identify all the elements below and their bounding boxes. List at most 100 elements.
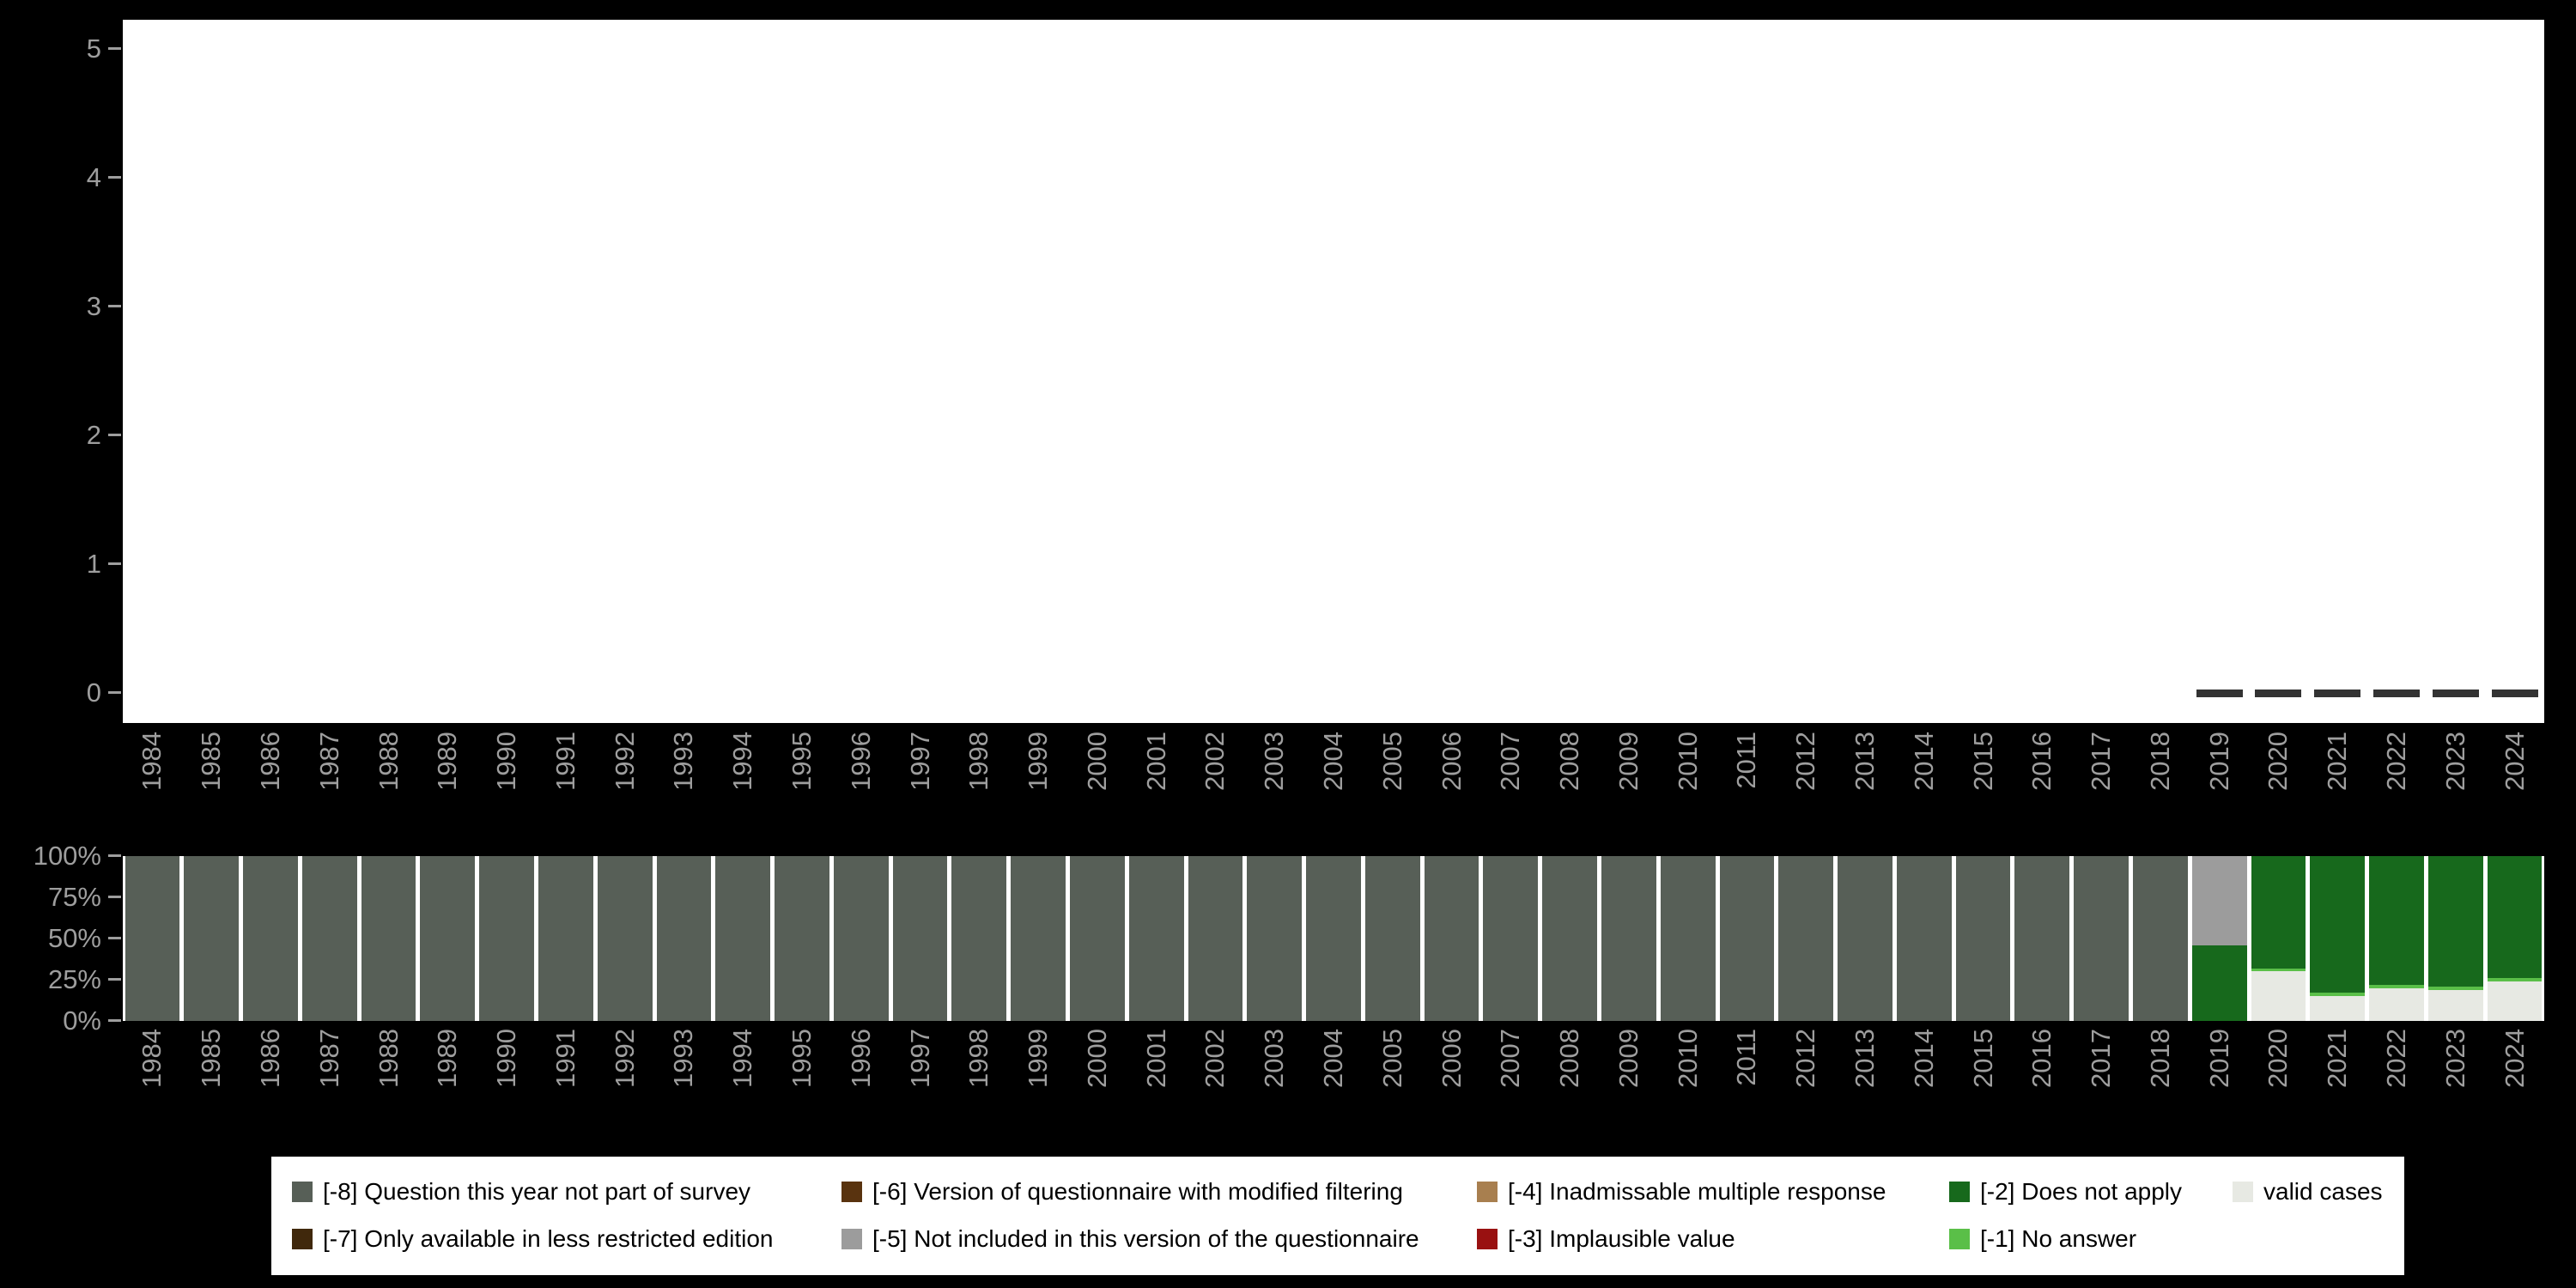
x-tick-label: 2024 xyxy=(2499,732,2530,791)
x-tick-label: 1988 xyxy=(373,1029,404,1088)
bar-segment xyxy=(1542,856,1597,1021)
x-tick-label: 1998 xyxy=(963,1029,994,1088)
legend-item--6: [-6] Version of questionnaire with modif… xyxy=(841,1178,1477,1206)
x-tick-label: 1998 xyxy=(963,732,994,791)
x-tick-label: 2021 xyxy=(2322,732,2353,791)
stacked-bar xyxy=(1542,856,1597,1021)
bar-segment xyxy=(715,856,771,1021)
x-tick-label: 1987 xyxy=(313,1029,344,1088)
stacked-bar xyxy=(1778,856,1834,1021)
y-tick-label: 50% xyxy=(47,923,101,953)
x-tick-label: 2010 xyxy=(1672,1029,1703,1088)
y-tick-mark xyxy=(108,896,121,898)
bar-segment xyxy=(1247,856,1303,1021)
bar-segment xyxy=(1896,856,1952,1021)
x-tick-label: 2008 xyxy=(1554,732,1585,791)
bar-segment xyxy=(184,856,240,1021)
bar-segment xyxy=(2369,987,2424,1021)
y-tick-mark xyxy=(108,1019,121,1022)
stacked-bar xyxy=(2074,856,2129,1021)
bar-segment xyxy=(1128,856,1184,1021)
stacked-bar xyxy=(1601,856,1656,1021)
x-tick-label: 2010 xyxy=(1672,732,1703,791)
bar-segment xyxy=(2310,996,2366,1021)
legend: [-8] Question this year not part of surv… xyxy=(271,1157,2404,1275)
mean-value-dash xyxy=(2314,689,2361,697)
x-tick-label: 2013 xyxy=(1850,732,1880,791)
bar-segment xyxy=(951,856,1007,1021)
y-tick-mark xyxy=(108,978,121,981)
x-tick-label: 2006 xyxy=(1436,732,1467,791)
bar-segment xyxy=(301,856,357,1021)
stacked-bar xyxy=(2427,856,2483,1021)
stacked-bar xyxy=(1188,856,1243,1021)
x-tick-label: 1994 xyxy=(727,1029,758,1088)
x-tick-label: 1995 xyxy=(786,732,817,791)
x-tick-label: 2006 xyxy=(1436,1029,1467,1088)
x-tick-label: 2023 xyxy=(2439,1029,2470,1088)
x-tick-label: 2015 xyxy=(1967,732,1998,791)
x-tick-label: 2002 xyxy=(1200,732,1230,791)
x-tick-label: 2016 xyxy=(2026,732,2057,791)
bar-segment xyxy=(2251,971,2306,1021)
bar-segment xyxy=(538,856,593,1021)
bar-segment xyxy=(1424,856,1479,1021)
stacked-bar xyxy=(184,856,240,1021)
mean-value-dash xyxy=(2196,689,2243,697)
y-tick-label: 75% xyxy=(47,882,101,912)
x-tick-label: 2004 xyxy=(1318,732,1348,791)
y-tick-mark xyxy=(108,937,121,939)
bar-segment xyxy=(597,856,653,1021)
bar-segment xyxy=(1011,856,1066,1021)
bar-segment xyxy=(1778,856,1834,1021)
bar-segment xyxy=(1483,856,1539,1021)
x-tick-label: 1984 xyxy=(137,732,167,791)
legend-item--4: [-4] Inadmissable multiple response xyxy=(1477,1178,1949,1206)
bar-segment xyxy=(479,856,534,1021)
x-tick-label: 2011 xyxy=(1731,1029,1762,1086)
x-tick-label: 1990 xyxy=(491,1029,522,1088)
stacked-bar xyxy=(1719,856,1775,1021)
x-tick-label: 1991 xyxy=(550,1029,580,1088)
x-tick-label: 1995 xyxy=(786,1029,817,1088)
legend-label: [-1] No answer xyxy=(1980,1224,2137,1252)
x-tick-label: 2004 xyxy=(1318,1029,1348,1088)
bar-segment xyxy=(2487,978,2543,981)
y-tick-label: 2 xyxy=(86,420,101,450)
bar-segment xyxy=(2133,856,2188,1021)
x-tick-label: 1989 xyxy=(432,732,463,791)
legend-swatch xyxy=(1949,1181,1970,1202)
bar-segment xyxy=(1069,856,1125,1021)
stacked-bar xyxy=(2487,856,2543,1021)
x-tick-label: 2007 xyxy=(1495,732,1526,791)
stacked-bar xyxy=(775,856,829,1021)
x-tick-label: 2008 xyxy=(1554,1029,1585,1088)
bar-segment xyxy=(2427,856,2483,987)
stacked-bar xyxy=(2191,856,2247,1021)
x-tick-label: 2007 xyxy=(1495,1029,1526,1088)
legend-label: [-8] Question this year not part of surv… xyxy=(323,1177,751,1205)
x-tick-label: 1992 xyxy=(609,1029,640,1088)
bar-segment xyxy=(2074,856,2129,1021)
stacked-bar xyxy=(420,856,476,1021)
x-tick-label: 1986 xyxy=(254,1029,285,1088)
bar-segment xyxy=(1719,856,1775,1021)
x-tick-label: 2019 xyxy=(2203,732,2234,791)
x-tick-label: 2009 xyxy=(1613,732,1643,791)
x-tick-label: 1997 xyxy=(904,1029,935,1088)
stacked-bar xyxy=(301,856,357,1021)
x-tick-label: 2020 xyxy=(2263,732,2293,791)
x-tick-label: 2014 xyxy=(1908,732,1939,791)
legend-swatch xyxy=(1477,1181,1498,1202)
stacked-bar xyxy=(1838,856,1893,1021)
stacked-bar xyxy=(243,856,298,1021)
x-tick-label: 2011 xyxy=(1731,732,1762,789)
stacked-bar xyxy=(479,856,534,1021)
legend-label: [-6] Version of questionnaire with modif… xyxy=(872,1177,1403,1205)
x-tick-label: 1985 xyxy=(196,732,227,791)
stacked-bar xyxy=(125,856,180,1021)
x-tick-label: 1988 xyxy=(373,732,404,791)
legend-label: [-5] Not included in this version of the… xyxy=(872,1224,1419,1252)
x-tick-label: 2005 xyxy=(1376,732,1407,791)
x-tick-label: 2002 xyxy=(1200,1029,1230,1088)
